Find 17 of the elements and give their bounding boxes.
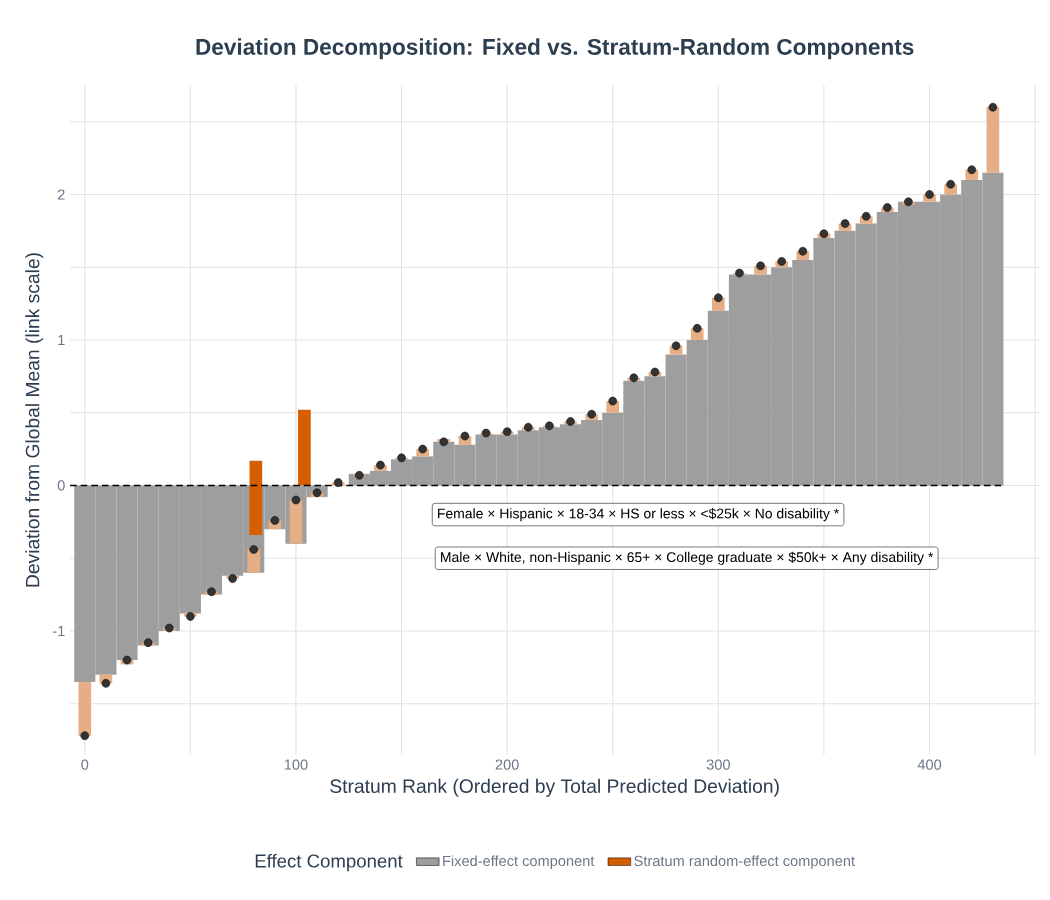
x-tick-label: 400 [917,759,942,770]
x-tick-label: 300 [706,759,730,770]
y-axis-title: Deviation from Global Mean (link scale) [25,253,44,587]
legend-label: Stratum random-effect component [634,855,855,869]
legend-title: Effect Component [255,853,403,872]
y-tick-label: 0 [57,480,65,491]
annotation: Male × White, non-Hispanic × 65+ × College graduate × $50k+ × Any disability * [441,551,934,565]
y-tick-label: 1 [58,334,65,345]
annotation: Female × Hispanic × 18-34 × HS or less × <$25k × No disability * [438,507,839,522]
x-tick-label: 0 [81,759,89,770]
x-tick-label: 200 [495,759,519,770]
y-tick-label: 2 [57,189,65,200]
legend-label: Fixed-effect component [443,855,595,869]
x-axis-title: Stratum Rank (Ordered by Total Predicted Deviation) [330,778,779,797]
x-tick-label: 100 [284,759,308,770]
chart-title: Deviation Decomposition: Fixed vs. Stratum-Random Components [196,38,914,60]
y-tick-label: -1 [52,625,65,637]
